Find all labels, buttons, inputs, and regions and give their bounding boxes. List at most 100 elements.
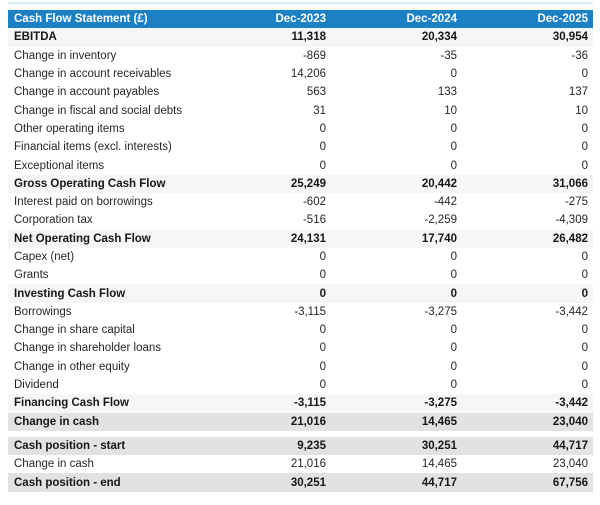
row-label: Financing Cash Flow bbox=[14, 397, 130, 410]
table-header-row: Cash Flow Statement (£) Dec-2023 Dec-202… bbox=[8, 10, 593, 29]
row-value: 0 bbox=[450, 269, 457, 282]
row-label: EBITDA bbox=[14, 31, 57, 44]
table-row: Cash position - end 30,251 44,717 67,756 bbox=[8, 473, 593, 492]
row-label: Borrowings bbox=[14, 305, 72, 318]
row-value: 0 bbox=[319, 251, 326, 263]
table-row: Borrowings -3,115 -3,275 -3,442 bbox=[8, 302, 593, 322]
row-value: 0 bbox=[581, 68, 588, 81]
row-value: 0 bbox=[581, 159, 588, 172]
row-value: -275 bbox=[564, 196, 588, 209]
row-value: 0 bbox=[450, 122, 457, 135]
table-row: Change in account payables 563 133 137 bbox=[8, 83, 593, 102]
row-value: 0 bbox=[581, 122, 588, 135]
row-label: Investing Cash Flow bbox=[14, 287, 126, 300]
row-value: 25,249 bbox=[290, 177, 326, 190]
row-value: 0 bbox=[581, 379, 588, 392]
table-row: Investing Cash Flow 0 0 0 bbox=[8, 284, 593, 303]
row-value: 21,016 bbox=[290, 458, 326, 471]
row-value: 20,442 bbox=[421, 177, 457, 190]
row-value: 0 bbox=[581, 141, 588, 154]
row-value: 0 bbox=[450, 159, 457, 172]
table-row: EBITDA 11,318 20,334 30,954 bbox=[8, 28, 593, 47]
row-value: 0 bbox=[319, 122, 326, 135]
row-value: 9,235 bbox=[297, 439, 326, 452]
table-row: Gross Operating Cash Flow 25,249 20,442 31,… bbox=[8, 174, 593, 193]
row-label: Other operating items bbox=[14, 122, 125, 135]
row-value: 0 bbox=[581, 342, 588, 355]
row-value: 0 bbox=[319, 141, 326, 154]
row-label: Change in account receivables bbox=[14, 68, 172, 81]
row-value: 0 bbox=[319, 379, 326, 392]
table-row: Interest paid on borrowings -602 -442 -275 bbox=[8, 192, 593, 212]
row-value: 44,717 bbox=[421, 476, 457, 489]
row-value: 0 bbox=[581, 360, 588, 373]
row-value: 31 bbox=[313, 104, 326, 117]
table-body: EBITDA 11,318 20,334 30,954 Change in invent… bbox=[8, 28, 593, 492]
row-label: Change in inventory bbox=[14, 49, 117, 62]
row-label: Cash position - start bbox=[14, 439, 126, 452]
column-header-dec-2023: Dec-2023 bbox=[275, 13, 326, 26]
row-value: 30,251 bbox=[421, 439, 457, 452]
row-label: Change in cash bbox=[14, 415, 99, 428]
row-value: -3,115 bbox=[294, 305, 326, 318]
row-label: Gross Operating Cash Flow bbox=[14, 177, 166, 190]
row-value: 0 bbox=[319, 159, 326, 172]
row-value: 20,334 bbox=[421, 31, 457, 44]
row-value: 133 bbox=[437, 86, 457, 99]
row-value: 44,717 bbox=[552, 439, 588, 452]
table-row: Change in cash 21,016 14,465 23,040 bbox=[8, 412, 593, 431]
row-value: 30,954 bbox=[552, 31, 588, 44]
row-value: 0 bbox=[450, 251, 457, 263]
table-row: Financial items (excl. interests) 0 0 0 bbox=[8, 138, 593, 157]
row-label: Change in cash bbox=[14, 458, 94, 471]
row-value: -2,259 bbox=[424, 214, 457, 227]
table-row: Change in inventory -869 -35 -36 bbox=[8, 46, 593, 65]
row-value: -869 bbox=[302, 49, 326, 62]
row-label: Exceptional items bbox=[14, 159, 105, 172]
row-label: Change in share capital bbox=[14, 324, 135, 337]
row-value: 30,251 bbox=[290, 476, 326, 489]
row-value: 0 bbox=[581, 287, 588, 300]
table-row: Dividend 0 0 0 bbox=[8, 375, 593, 395]
row-value: 14,206 bbox=[290, 68, 326, 81]
table-row: Change in other equity 0 0 0 bbox=[8, 357, 593, 376]
row-value: 31,066 bbox=[552, 177, 588, 190]
row-value: 21,016 bbox=[290, 415, 326, 428]
table-row: Change in cash 21,016 14,465 23,040 bbox=[8, 455, 593, 474]
row-label: Change in account payables bbox=[14, 86, 160, 99]
row-label: Grants bbox=[14, 269, 49, 282]
cash-flow-table: Cash Flow Statement (£) Dec-2023 Dec-202… bbox=[8, 10, 593, 492]
row-value: -3,275 bbox=[424, 305, 457, 318]
row-value: 0 bbox=[450, 287, 457, 300]
row-value: 23,040 bbox=[552, 458, 588, 471]
row-value: 11,318 bbox=[291, 31, 326, 44]
row-label: Net Operating Cash Flow bbox=[14, 232, 151, 245]
row-value: 10 bbox=[575, 104, 588, 117]
row-value: 0 bbox=[450, 68, 457, 81]
table-row: Net Operating Cash Flow 24,131 17,740 26,48… bbox=[8, 229, 593, 248]
row-label: Change in shareholder loans bbox=[14, 342, 162, 355]
row-label: Capex (net) bbox=[14, 251, 75, 263]
row-value: 0 bbox=[450, 342, 457, 355]
row-value: -516 bbox=[302, 214, 326, 227]
table-row: Corporation tax -516 -2,259 -4,309 bbox=[8, 211, 593, 230]
row-value: 14,465 bbox=[421, 458, 457, 471]
row-value: 0 bbox=[581, 251, 588, 263]
row-value: 563 bbox=[306, 86, 326, 99]
row-value: 0 bbox=[450, 360, 457, 373]
row-value: 0 bbox=[450, 324, 457, 337]
row-label: Change in fiscal and social debts bbox=[14, 104, 183, 117]
row-value: -602 bbox=[302, 196, 326, 209]
row-value: 0 bbox=[319, 342, 326, 355]
column-header-dec-2025: Dec-2025 bbox=[537, 13, 588, 26]
table-row: Change in account receivables 14,206 0 0 bbox=[8, 64, 593, 84]
row-value: -3,442 bbox=[555, 305, 588, 318]
top-divider-line bbox=[8, 2, 593, 4]
row-value: 23,040 bbox=[552, 415, 588, 428]
table-row: Financing Cash Flow -3,115 -3,275 -3,442 bbox=[8, 394, 593, 413]
table-row: Other operating items 0 0 0 bbox=[8, 119, 593, 139]
table-row: Change in fiscal and social debts 31 10 10 bbox=[8, 101, 593, 120]
row-value: 17,740 bbox=[421, 232, 457, 245]
row-label: Dividend bbox=[14, 379, 59, 392]
row-value: -35 bbox=[440, 49, 457, 62]
